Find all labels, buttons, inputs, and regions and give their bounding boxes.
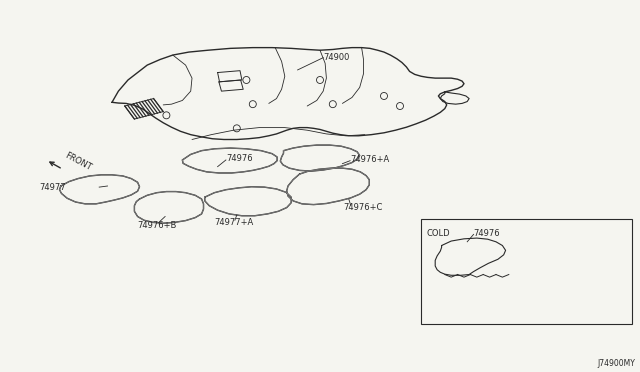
Text: FRONT: FRONT — [63, 150, 92, 172]
Text: 74976+C: 74976+C — [344, 203, 383, 212]
Bar — [421, 219, 632, 324]
Text: 74977+A: 74977+A — [214, 218, 253, 227]
Text: 74976: 74976 — [226, 154, 253, 163]
Text: 74976+A: 74976+A — [351, 155, 390, 164]
Text: 74900: 74900 — [323, 53, 349, 62]
Text: 74976+B: 74976+B — [138, 221, 177, 230]
Text: 74977: 74977 — [40, 183, 67, 192]
Text: 74976: 74976 — [474, 229, 500, 238]
Text: J74900MY: J74900MY — [597, 359, 635, 368]
Text: COLD: COLD — [426, 230, 450, 238]
